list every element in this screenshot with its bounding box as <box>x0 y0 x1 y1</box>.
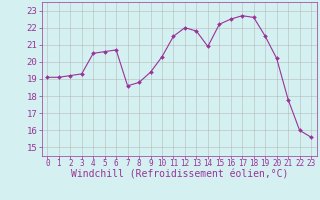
X-axis label: Windchill (Refroidissement éolien,°C): Windchill (Refroidissement éolien,°C) <box>70 169 288 179</box>
